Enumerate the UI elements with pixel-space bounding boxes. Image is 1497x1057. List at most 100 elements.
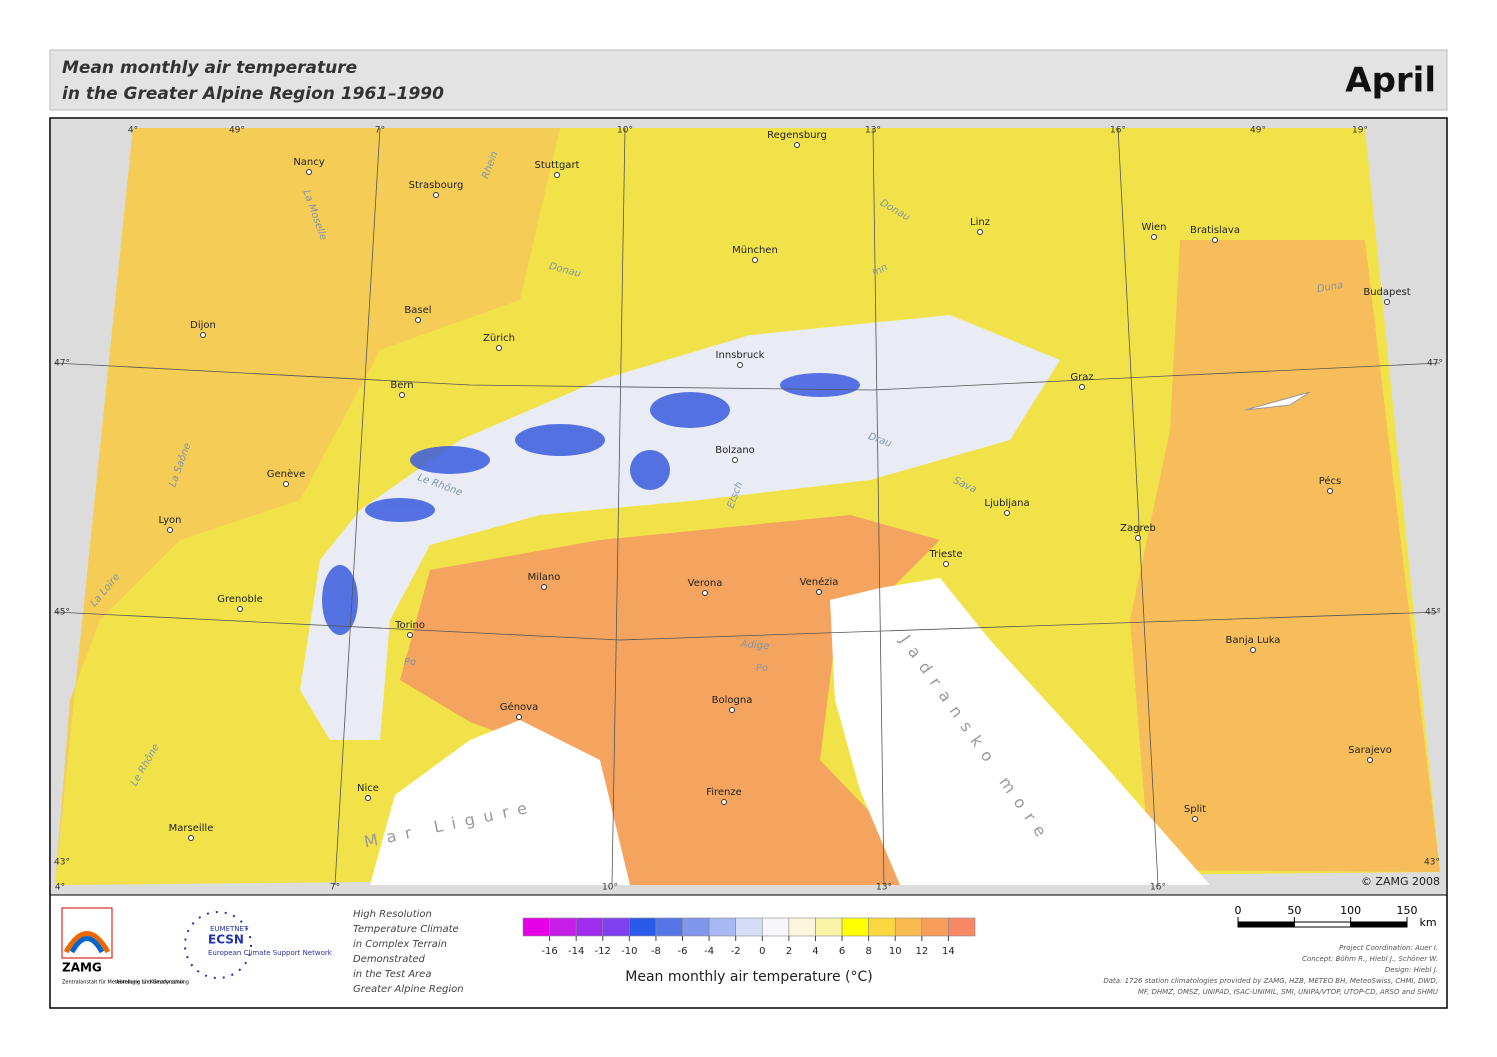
city-dot: [1192, 816, 1198, 822]
city-label: Zagreb: [1120, 523, 1156, 534]
city-dot: [237, 606, 243, 612]
legend-swatch: [602, 917, 630, 937]
legend-tick-label: -14: [568, 946, 584, 957]
legend-swatch: [708, 917, 737, 937]
city-dot: [516, 714, 522, 720]
city-label: Stuttgart: [535, 160, 580, 171]
city-dot: [732, 457, 738, 463]
city-label: Linz: [970, 217, 990, 228]
legend-tick-label: 2: [786, 946, 792, 957]
city-dot: [702, 590, 708, 596]
city-dot: [399, 392, 405, 398]
city-label: Firenze: [706, 787, 742, 798]
scale-segment: [1350, 921, 1408, 928]
city-label: Strasbourg: [409, 180, 464, 191]
city-label: Zürich: [483, 333, 515, 344]
city-label: Génova: [500, 701, 538, 713]
legend-tick-label: -12: [595, 946, 611, 957]
project-line: High Resolution: [353, 909, 432, 920]
legend-swatch: [894, 917, 923, 937]
lon-label: 4°: [55, 883, 65, 893]
city-label: Wien: [1142, 222, 1167, 233]
lon-label: 10°: [602, 883, 618, 893]
legend-tick-label: 10: [889, 946, 902, 957]
city-label: Bolzano: [715, 445, 755, 456]
zamg-logo-arc: [63, 931, 111, 954]
city-label: Innsbruck: [716, 350, 765, 361]
city-dot: [943, 561, 949, 567]
title-line: in the Greater Alpine Region 1961–1990: [62, 84, 444, 104]
city-dot: [1250, 647, 1256, 653]
city-dot: [200, 332, 206, 338]
adriatic-sea: [830, 578, 1210, 885]
lat-label: 49°: [229, 126, 245, 136]
lat-label: 43°: [54, 858, 70, 868]
city-dot: [188, 835, 194, 841]
city-dot: [306, 169, 312, 175]
city-label: Basel: [404, 305, 431, 316]
land-warm: [400, 515, 940, 885]
river-label: Adige: [739, 639, 769, 653]
legend-swatch: [735, 917, 763, 937]
scale-segment: [1237, 921, 1295, 928]
city-dot: [1327, 488, 1333, 494]
lon-label: 7°: [330, 883, 340, 893]
legend-swatch: [788, 917, 816, 937]
city-label: Trieste: [929, 549, 963, 560]
lon-label: 4°: [128, 126, 138, 136]
legend-tick-label: -10: [621, 946, 637, 957]
river-label: Po: [404, 657, 416, 668]
city-label: Graz: [1070, 372, 1093, 383]
legend-tick-label: 14: [942, 946, 955, 957]
legend-swatch: [629, 917, 657, 937]
city-dot: [1151, 234, 1157, 240]
scale-label: 50: [1287, 904, 1301, 917]
city-label: Ljubljana: [984, 498, 1029, 509]
ecsn-name: ECSN: [208, 933, 244, 947]
city-dot: [554, 172, 560, 178]
city-label: Split: [1184, 804, 1206, 815]
legend-swatch: [948, 917, 976, 937]
city-dot: [737, 362, 743, 368]
city-dot: [721, 799, 727, 805]
city-dot: [407, 632, 413, 638]
city-label: Marseille: [169, 823, 214, 834]
city-dot: [977, 229, 983, 235]
ecsn-top: EUMETNET: [210, 925, 249, 933]
zamg-logo-arc: [69, 936, 105, 954]
lat-label: 45°: [54, 608, 70, 618]
zamg-department: Abteilung für Klimaforschung: [116, 980, 189, 986]
scale-label: 150: [1397, 904, 1418, 917]
lon-label: 10°: [617, 126, 633, 136]
city-label: Milano: [528, 572, 561, 583]
city-label: Banja Luka: [1226, 635, 1281, 646]
ecsn-stars: [184, 911, 252, 979]
legend-tick-label: 4: [812, 946, 818, 957]
city-dot: [729, 707, 735, 713]
city-dot: [433, 192, 439, 198]
legend-swatch: [522, 917, 550, 937]
city-dot: [1212, 237, 1218, 243]
city-label: Bratislava: [1190, 225, 1240, 236]
city-label: Budapest: [1363, 287, 1410, 298]
legend-title: Mean monthly air temperature (°C): [625, 969, 872, 985]
legend-tick-label: 6: [839, 946, 845, 957]
legend-swatch: [655, 917, 683, 937]
city-label: Pécs: [1319, 475, 1342, 487]
legend-tick-label: -16: [541, 946, 557, 957]
land-warm: [55, 128, 560, 885]
city-dot: [794, 142, 800, 148]
lon-label: 16°: [1110, 126, 1126, 136]
lat-label: 49°: [1250, 126, 1266, 136]
city-dot: [283, 481, 289, 487]
alps-cold: [322, 373, 860, 635]
land-warm: [1130, 240, 1440, 872]
month: April: [1345, 61, 1436, 101]
lon-label: 19°: [1352, 126, 1368, 136]
city-label: Lyon: [158, 515, 181, 526]
lat-label: 45°: [1425, 608, 1441, 618]
city-dot: [1079, 384, 1085, 390]
project-line: Temperature Climate: [353, 924, 459, 935]
city-dot: [1367, 757, 1373, 763]
